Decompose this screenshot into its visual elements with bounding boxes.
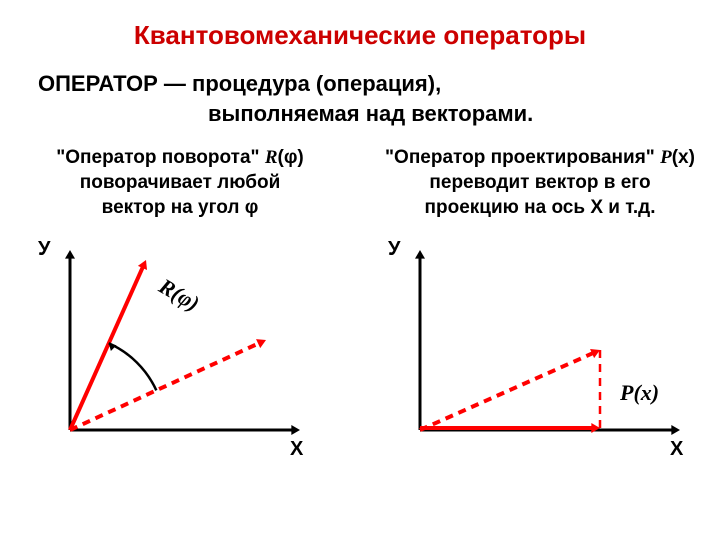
left-line3: вектор на угол φ bbox=[102, 197, 259, 218]
left-x-label: Х bbox=[290, 438, 303, 461]
left-column: "Оператор поворота" R(φ) поворачивает лю… bbox=[0, 146, 360, 220]
columns: "Оператор поворота" R(φ) поворачивает лю… bbox=[0, 146, 720, 220]
definition-block: ОПЕРАТОР — процедура (операция), выполня… bbox=[38, 69, 720, 128]
right-desc: "Оператор проектирования" P(x) переводит… bbox=[360, 146, 720, 220]
left-line2: поворачивает любой bbox=[80, 172, 281, 193]
page-title: Квантовомеханические операторы bbox=[0, 0, 720, 51]
definition-line2: выполняемая над векторами. bbox=[208, 99, 720, 129]
left-heading: "Оператор поворота" R(φ) bbox=[56, 147, 304, 168]
right-x-label: Х bbox=[670, 438, 683, 461]
diagram-area: У Х R(φ) У Х P(x) bbox=[0, 220, 720, 470]
left-y-label: У bbox=[38, 238, 50, 261]
right-line3: проекцию на ось Х и т.д. bbox=[425, 197, 656, 218]
definition-line1: ОПЕРАТОР — процедура (операция), bbox=[38, 69, 720, 99]
diagram-svg bbox=[0, 220, 720, 470]
left-desc: "Оператор поворота" R(φ) поворачивает лю… bbox=[0, 146, 360, 220]
right-column: "Оператор проектирования" P(x) переводит… bbox=[360, 146, 720, 220]
right-op-label: P(x) bbox=[620, 380, 659, 406]
right-heading: "Оператор проектирования" P(x) bbox=[385, 147, 695, 168]
right-y-label: У bbox=[388, 238, 400, 261]
right-line2: переводит вектор в его bbox=[429, 172, 650, 193]
